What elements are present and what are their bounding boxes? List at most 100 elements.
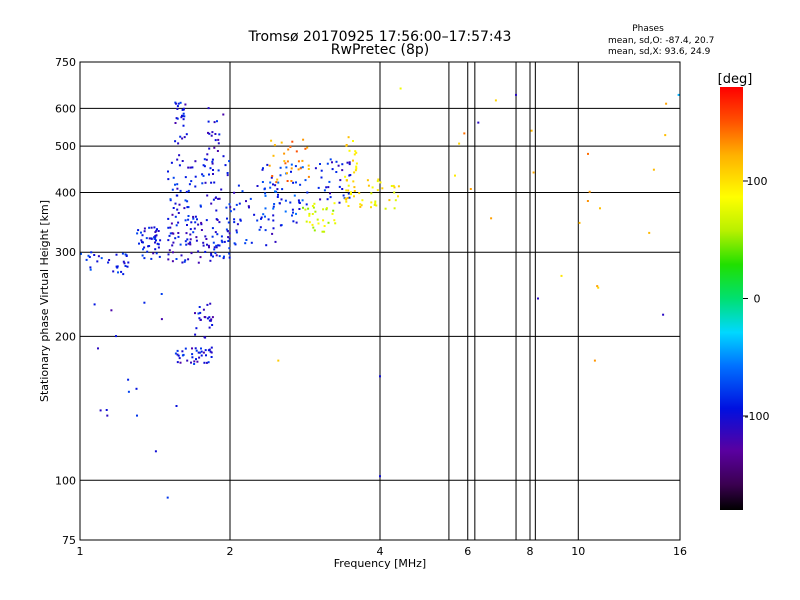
data-point (193, 363, 196, 365)
y-tick-label: 500 (55, 140, 76, 153)
data-point (359, 203, 362, 206)
data-point (152, 252, 155, 255)
data-point (295, 150, 298, 153)
data-point (200, 221, 203, 224)
data-point (360, 204, 363, 207)
data-point (203, 165, 206, 168)
data-point (233, 221, 236, 224)
data-point (199, 319, 202, 321)
data-point (264, 229, 267, 232)
data-point (321, 230, 324, 233)
data-point (202, 244, 205, 247)
data-point (191, 166, 194, 169)
data-point (202, 174, 205, 177)
data-point (229, 210, 232, 213)
data-point (211, 131, 214, 134)
data-point (477, 121, 480, 124)
data-point (283, 160, 286, 163)
data-point (284, 199, 287, 202)
data-point (177, 221, 180, 224)
data-point (177, 212, 180, 214)
data-point (227, 240, 230, 242)
data-point (281, 188, 284, 191)
data-point (172, 176, 175, 179)
data-point (147, 245, 150, 248)
data-point (367, 184, 370, 187)
data-point (272, 183, 274, 186)
x-tick-label: 16 (673, 545, 687, 558)
data-point (157, 243, 160, 246)
data-point (189, 241, 192, 244)
data-point (215, 244, 218, 247)
data-point (175, 405, 178, 407)
data-point (329, 196, 332, 199)
data-point (182, 112, 185, 115)
data-point (178, 203, 181, 206)
data-point (298, 208, 301, 210)
data-point (197, 351, 200, 354)
data-point (150, 237, 153, 240)
data-point (171, 260, 174, 263)
data-point (213, 246, 216, 249)
data-point (374, 200, 377, 203)
data-point (168, 249, 171, 252)
data-point (269, 186, 272, 189)
data-point (381, 187, 384, 190)
data-point (664, 134, 667, 137)
data-point (185, 133, 188, 136)
data-point (97, 255, 100, 258)
data-point (216, 120, 218, 123)
data-point (202, 308, 205, 311)
data-point (179, 101, 182, 104)
data-point (307, 175, 310, 178)
data-point (390, 185, 393, 187)
data-point (329, 158, 332, 161)
data-point (379, 375, 381, 378)
data-point (370, 192, 373, 195)
data-point (290, 167, 293, 170)
data-point (272, 154, 275, 157)
data-point (220, 235, 223, 238)
data-point (311, 213, 314, 215)
data-point (276, 178, 279, 181)
data-point (348, 149, 351, 152)
data-point (272, 207, 275, 210)
data-point (208, 246, 210, 249)
data-point (195, 358, 197, 361)
data-point (250, 241, 253, 244)
data-point (159, 239, 162, 242)
data-point (87, 254, 90, 257)
data-point (218, 133, 221, 136)
data-point (155, 252, 158, 255)
data-point (677, 93, 680, 96)
data-point (490, 217, 493, 220)
data-point (217, 169, 220, 172)
data-point (361, 199, 364, 202)
data-point (107, 261, 110, 264)
data-point (187, 242, 190, 245)
data-point (323, 225, 326, 227)
data-point (189, 228, 192, 231)
data-point (207, 131, 209, 134)
data-point (178, 357, 181, 360)
data-point (187, 218, 190, 221)
data-point (272, 219, 275, 222)
stats-heading: Phases (632, 24, 664, 34)
data-point (212, 173, 214, 175)
data-point (190, 361, 192, 364)
data-point (652, 168, 655, 171)
data-point (172, 207, 175, 209)
data-point (341, 169, 344, 172)
data-point (272, 214, 275, 217)
data-point (302, 206, 304, 209)
data-point (174, 101, 177, 104)
data-point (184, 176, 187, 179)
data-point (204, 349, 207, 352)
data-point (215, 254, 218, 257)
data-point (210, 351, 213, 354)
data-point (122, 273, 125, 276)
data-point (176, 158, 179, 161)
data-point (204, 336, 207, 339)
data-point (208, 319, 211, 322)
data-point (370, 206, 372, 209)
